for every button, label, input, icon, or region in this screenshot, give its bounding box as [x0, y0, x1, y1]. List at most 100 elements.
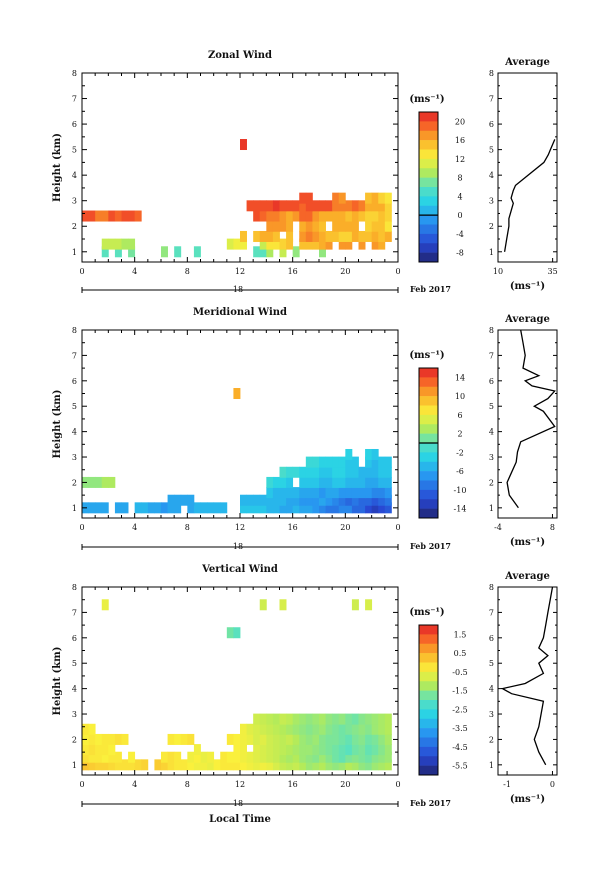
- heatmap-cell: [161, 751, 168, 763]
- heatmap-cell: [371, 238, 379, 250]
- heatmap-cell: [325, 751, 333, 763]
- heatmap-cell: [319, 759, 326, 771]
- x-tick-label: 4: [132, 267, 137, 276]
- heatmap-cell: [332, 210, 340, 222]
- colorbar-unit: (ms⁻¹): [409, 94, 444, 105]
- heatmap-cell: [134, 502, 142, 514]
- heatmap-cell: [312, 230, 320, 242]
- heatmap-cell: [345, 744, 353, 756]
- heatmap-cell: [240, 751, 247, 763]
- heatmap-cell: [272, 733, 280, 745]
- heatmap-cell: [187, 733, 195, 745]
- y-tick-label: 4: [72, 685, 77, 694]
- colorbar-segment: [419, 233, 438, 244]
- heatmap-cell: [82, 744, 89, 756]
- heatmap-cell: [88, 759, 96, 771]
- average-profile-line: [500, 586, 554, 766]
- heatmap-cell: [174, 759, 182, 771]
- heatmap-cell: [279, 210, 287, 222]
- average-title: Average: [504, 571, 550, 582]
- heatmap-cell: [253, 210, 261, 222]
- heatmap-cell: [279, 246, 287, 258]
- colorbar-segment: [419, 368, 438, 378]
- heatmap-cell: [345, 759, 353, 771]
- heatmap-cell: [351, 456, 359, 468]
- heatmap-cell: [292, 744, 300, 756]
- heatmap-cell: [279, 744, 287, 756]
- date-label: Feb 2017: [410, 541, 451, 551]
- colorbar-segment: [419, 121, 438, 132]
- colorbar-tick-label: -6: [456, 467, 464, 476]
- heatmap-cell: [384, 200, 392, 212]
- day-label: 18: [233, 799, 243, 808]
- heatmap-cell: [121, 238, 129, 250]
- average-y-tick-label: 1: [489, 504, 494, 513]
- heatmap-cell: [338, 230, 346, 242]
- heatmap-cell: [378, 494, 386, 506]
- heatmap-cell: [332, 723, 340, 735]
- average-y-tick-label: 4: [489, 685, 494, 694]
- average-frame: [497, 329, 558, 519]
- average-profile-line: [506, 329, 556, 509]
- colorbar-segment: [419, 499, 438, 509]
- heatmap-cell: [345, 200, 353, 212]
- x-tick-label: 0: [395, 523, 400, 532]
- heatmap-cell: [253, 759, 261, 771]
- colorbar-segment: [419, 168, 438, 178]
- heatmap-cell: [371, 759, 379, 771]
- heatmap-cell: [378, 744, 386, 756]
- heatmap-cell: [384, 502, 392, 514]
- heatmap-cell: [325, 502, 333, 514]
- colorbar-segment: [419, 196, 438, 207]
- heatmap-cell: [253, 751, 261, 763]
- heatmap-cell: [193, 751, 201, 763]
- heatmap-cell: [253, 230, 261, 242]
- colorbar-segment: [419, 508, 438, 519]
- colorbar-tick-label: 20: [455, 117, 465, 126]
- average-y-tick-label: 4: [489, 428, 494, 437]
- heatmap-cell: [371, 448, 379, 460]
- average-x-tick-label: 0: [550, 780, 555, 789]
- heatmap-cell: [88, 723, 96, 735]
- heatmap-cell: [305, 723, 313, 735]
- colorbar-segment: [419, 433, 438, 444]
- heatmap-cell: [371, 751, 379, 763]
- heatmap-cell: [193, 246, 201, 258]
- colorbar-segment: [419, 140, 438, 150]
- heatmap-cell: [220, 751, 228, 763]
- heatmap-cell: [365, 502, 373, 514]
- colorbar-segment: [419, 653, 438, 663]
- heatmap-cell: [161, 759, 168, 771]
- heatmap-cell: [187, 751, 195, 763]
- heatmap-cell: [351, 502, 359, 514]
- y-tick-label: 4: [72, 428, 77, 437]
- heatmap-cell: [299, 733, 307, 745]
- heatmap-cell: [312, 744, 320, 756]
- heatmap-cell: [338, 192, 346, 204]
- heatmap-cell: [259, 751, 267, 763]
- heatmap-cell: [345, 713, 353, 725]
- heatmap-cell: [213, 502, 221, 514]
- colorbar-segment: [419, 443, 438, 453]
- colorbar-tick-label: 16: [455, 136, 465, 145]
- colorbar-tick-label: -3.5: [452, 724, 467, 733]
- heatmap-cell: [338, 723, 346, 735]
- heatmap-cell: [226, 238, 234, 250]
- heatmap-cell: [187, 494, 195, 506]
- colorbar-tick-label: -4.5: [452, 743, 467, 752]
- average-y-tick-label: 1: [489, 761, 494, 770]
- heatmap-cell: [325, 466, 333, 478]
- heatmap-cell: [358, 466, 366, 478]
- heatmap-cells: [82, 599, 392, 771]
- heatmap-cell: [114, 733, 122, 745]
- heatmap-cell: [338, 502, 346, 514]
- heatmap-cell: [246, 733, 254, 745]
- heatmap-cell: [332, 456, 340, 468]
- heatmap-cell: [259, 744, 267, 756]
- heatmap-cell: [365, 599, 373, 611]
- colorbar-tick-label: 8: [457, 174, 462, 183]
- colorbar-tick-label: -2: [456, 448, 464, 457]
- colorbar-unit: (ms⁻¹): [409, 607, 444, 618]
- heatmap-cell: [240, 744, 247, 756]
- heatmap-cell: [332, 220, 340, 232]
